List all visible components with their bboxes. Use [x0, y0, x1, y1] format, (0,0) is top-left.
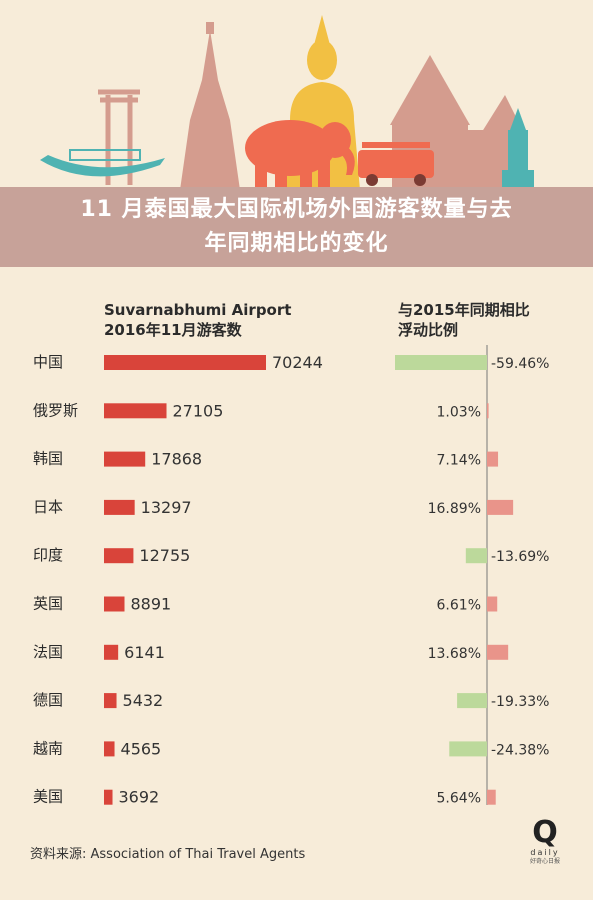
category-label: 印度 — [33, 546, 63, 564]
change-bar — [465, 548, 487, 564]
change-bar — [487, 789, 496, 805]
qdaily-logo: Q daily 好奇心日报 — [527, 818, 563, 866]
change-column-header: 与2015年同期相比 浮动比例 — [398, 300, 530, 340]
visitors-header-line-1: Suvarnabhumi Airport — [104, 301, 292, 319]
visitors-value-label: 8891 — [131, 595, 172, 614]
visitors-value-label: 12755 — [139, 546, 190, 565]
change-value-label: -59.46% — [491, 356, 549, 372]
visitors-bar — [104, 789, 113, 805]
change-value-label: 13.68% — [428, 646, 481, 662]
change-bar — [487, 499, 514, 515]
visitors-value-label: 5432 — [123, 691, 164, 710]
temple-tower-icon — [180, 22, 240, 190]
change-header-line-1: 与2015年同期相比 — [398, 301, 530, 319]
title-line-2: 年同期相比的变化 — [204, 231, 389, 256]
category-label: 俄罗斯 — [33, 401, 78, 419]
change-value-label: 7.14% — [437, 453, 481, 469]
guardian-statue-icon — [502, 108, 534, 188]
change-bar — [487, 596, 498, 612]
visitors-column-header: Suvarnabhumi Airport 2016年11月游客数 — [104, 300, 291, 340]
change-value-label: 5.64% — [437, 791, 481, 807]
tuk-tuk-icon — [358, 142, 434, 186]
visitors-bar — [104, 644, 119, 660]
change-bar — [449, 741, 487, 757]
thai-landmarks-illustration — [40, 15, 534, 190]
source-note: 资料来源: Association of Thai Travel Agents — [30, 847, 306, 862]
visitors-value-label: 3692 — [119, 788, 160, 807]
visitors-value-label: 13297 — [141, 498, 192, 517]
change-value-label: -24.38% — [491, 742, 549, 758]
category-label: 越南 — [33, 739, 63, 757]
visitors-bar — [104, 741, 115, 757]
visitors-bar — [104, 403, 167, 419]
category-label: 德国 — [33, 691, 63, 709]
category-label: 日本 — [33, 498, 63, 516]
change-header-line-2: 浮动比例 — [398, 321, 459, 339]
visitors-value-label: 17868 — [151, 450, 202, 469]
category-label: 法国 — [33, 643, 63, 661]
change-value-label: 6.61% — [437, 598, 481, 614]
change-value-label: 1.03% — [437, 404, 481, 420]
royal-barge-icon — [40, 149, 165, 177]
visitors-value-label: 27105 — [173, 401, 224, 420]
visitors-bar — [104, 451, 146, 467]
change-value-label: -19.33% — [491, 694, 549, 710]
title-line-1: 11 月泰国最大国际机场外国游客数量与去 — [80, 197, 513, 222]
visitors-value-label: 6141 — [124, 643, 165, 662]
visitors-header-line-2: 2016年11月游客数 — [104, 321, 242, 339]
logo-caption: 好奇心日报 — [529, 858, 560, 865]
visitors-value-label: 70244 — [272, 353, 323, 372]
logo-word: daily — [530, 848, 560, 857]
category-label: 韩国 — [33, 450, 63, 468]
change-value-label: -13.69% — [491, 549, 549, 565]
category-label: 美国 — [33, 788, 63, 806]
visitors-bar — [104, 499, 135, 515]
change-bar — [487, 451, 499, 467]
change-bar — [487, 644, 509, 660]
visitors-bar — [104, 596, 125, 612]
logo-letter: Q — [532, 815, 558, 850]
change-value-label: 16.89% — [428, 501, 481, 517]
category-label: 英国 — [33, 595, 63, 613]
change-bar — [487, 403, 489, 419]
change-bar — [395, 355, 487, 370]
visitors-bar — [104, 693, 117, 709]
visitors-bar — [104, 355, 266, 370]
visitors-value-label: 4565 — [121, 739, 162, 758]
change-bar — [457, 693, 487, 709]
elephant-icon — [245, 120, 355, 188]
category-label: 中国 — [33, 353, 63, 371]
page-title: 11 月泰国最大国际机场外国游客数量与去 年同期相比的变化 — [30, 193, 563, 261]
title-banner — [0, 187, 593, 267]
visitors-bar — [104, 548, 134, 564]
